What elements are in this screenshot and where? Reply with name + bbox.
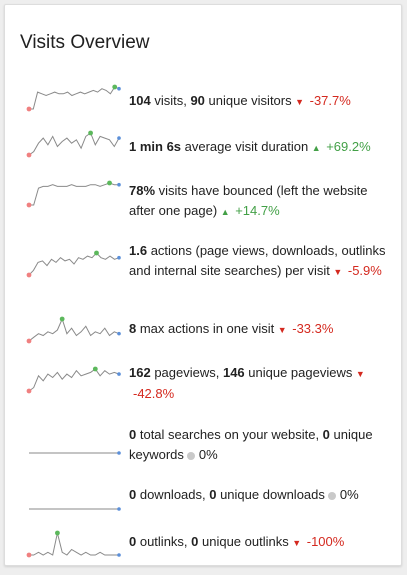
sparkline-min-point [26, 152, 32, 158]
metric-secondary-value: 90 [190, 93, 205, 108]
change-percent: -5.9% [347, 263, 382, 278]
sparkline-max-point [59, 316, 65, 322]
change-percent: -42.8% [133, 386, 175, 401]
metric-label: average visit duration [181, 139, 309, 154]
metric-value: 8 [129, 321, 137, 336]
trend-down-arrow-icon: ▼ [333, 267, 343, 277]
sparkline-line [29, 86, 120, 110]
widget-title: Visits Overview [20, 32, 150, 53]
metric-text-bounce: 78% visits have bounced (left the websit… [129, 181, 391, 222]
sparkline-min-point [26, 388, 32, 394]
metric-text-pageviews: 162 pageviews, 146 unique pageviews ▼ -42.… [129, 363, 391, 404]
metric-value: 78% [129, 183, 156, 198]
metric-secondary-label: unique keywords [129, 427, 373, 462]
metric-text-actions: 1.6 actions (page views, downloads, outl… [129, 241, 391, 282]
sparkline-min-point [26, 338, 32, 344]
no-change-dot-icon [186, 452, 195, 460]
change-percent: -100% [306, 534, 345, 549]
sparkline-bounce[interactable] [25, 179, 121, 209]
change-percent: -33.3% [292, 321, 334, 336]
sparkline-line [28, 317, 120, 342]
sparkline-outlinks[interactable] [25, 529, 121, 559]
change-percent: +14.7% [235, 203, 280, 218]
metric-label: downloads, [136, 487, 210, 502]
trend-down-arrow-icon: ▼ [355, 369, 365, 379]
sparkline-last-point [117, 331, 121, 336]
metric-label: total searches on your website, [136, 427, 323, 442]
sparkline-searches[interactable] [25, 427, 121, 457]
metric-value: 0 [129, 487, 137, 502]
metric-label: outlinks, [136, 534, 192, 549]
sparkline-last-point [117, 86, 121, 91]
sparkline-visits[interactable] [25, 83, 121, 113]
metric-label: actions (page views, downloads, outlinks… [129, 243, 386, 278]
metric-label: pageviews, [150, 365, 223, 380]
metric-value: 1 min 6s [129, 139, 182, 154]
metric-secondary-value: 0 [191, 534, 199, 549]
sparkline-last-point [117, 372, 121, 376]
metric-value: 162 [129, 365, 151, 380]
sparkline-duration[interactable] [25, 129, 121, 159]
metric-secondary-label: unique visitors [204, 93, 292, 108]
sparkline-min-point [26, 552, 32, 558]
sparkline-max-point [107, 180, 112, 186]
change-percent: 0% [198, 447, 218, 462]
sparkline-last-point [117, 553, 121, 557]
metric-value: 0 [129, 427, 137, 442]
metric-text-outlinks: 0 outlinks, 0 unique outlinks ▼ -100% [129, 532, 391, 553]
sparkline-line [28, 132, 120, 156]
metric-secondary-label: unique pageviews [244, 365, 353, 380]
sparkline-max-point [88, 130, 93, 136]
sparkline-last-point [117, 451, 121, 455]
no-change-dot-icon [327, 492, 336, 500]
sparkline-actions[interactable] [25, 249, 121, 279]
sparkline-line [28, 368, 120, 392]
metric-secondary-value: 146 [222, 365, 245, 380]
change-percent: 0% [339, 487, 359, 502]
metric-value: 0 [129, 534, 137, 549]
metric-value: 104 [129, 93, 151, 108]
sparkline-pageviews[interactable] [25, 365, 121, 395]
sparkline-max-actions[interactable] [25, 315, 121, 345]
sparkline-last-point [117, 182, 121, 187]
sparkline-max-point [92, 366, 98, 372]
sparkline-line [28, 252, 120, 276]
sparkline-last-point [117, 507, 121, 511]
trend-down-arrow-icon: ▼ [277, 325, 287, 335]
trend-up-arrow-icon: ▲ [311, 143, 321, 153]
trend-down-arrow-icon: ▼ [292, 538, 302, 548]
sparkline-last-point [117, 255, 121, 260]
metric-label: visits have bounced (left the website af… [129, 183, 368, 218]
sparkline-downloads[interactable] [25, 483, 121, 513]
trend-up-arrow-icon: ▲ [220, 207, 230, 217]
metric-value: 1.6 [129, 243, 148, 258]
sparkline-last-point [117, 136, 121, 140]
metric-text-max-actions: 8 max actions in one visit ▼ -33.3% [129, 319, 391, 340]
change-percent: +69.2% [326, 139, 371, 154]
sparkline-max-point [112, 84, 118, 90]
metric-text-duration: 1 min 6s average visit duration ▲ +69.2% [129, 137, 391, 158]
sparkline-max-point [55, 530, 60, 536]
metric-label: visits, [150, 93, 191, 108]
sparkline-min-point [26, 202, 32, 208]
sparkline-max-point [94, 250, 99, 256]
metric-text-downloads: 0 downloads, 0 unique downloads 0% [129, 485, 391, 505]
metric-secondary-label: unique outlinks [198, 534, 289, 549]
sparkline-min-point [26, 106, 32, 112]
metric-text-searches: 0 total searches on your website, 0 uniq… [129, 425, 391, 465]
metric-secondary-value: 0 [322, 427, 330, 442]
metric-text-visits: 104 visits, 90 unique visitors ▼ -37.7% [129, 91, 391, 112]
sparkline-line [29, 182, 119, 206]
change-percent: -37.7% [309, 93, 351, 108]
metric-secondary-label: unique downloads [216, 487, 325, 502]
sparkline-min-point [26, 272, 32, 278]
sparkline-line [29, 532, 119, 556]
metric-label: max actions in one visit [136, 321, 275, 336]
trend-down-arrow-icon: ▼ [295, 97, 305, 107]
visits-overview-widget: Visits Overview 104 visits, 90 unique vi… [4, 4, 402, 566]
metric-secondary-value: 0 [209, 487, 217, 502]
